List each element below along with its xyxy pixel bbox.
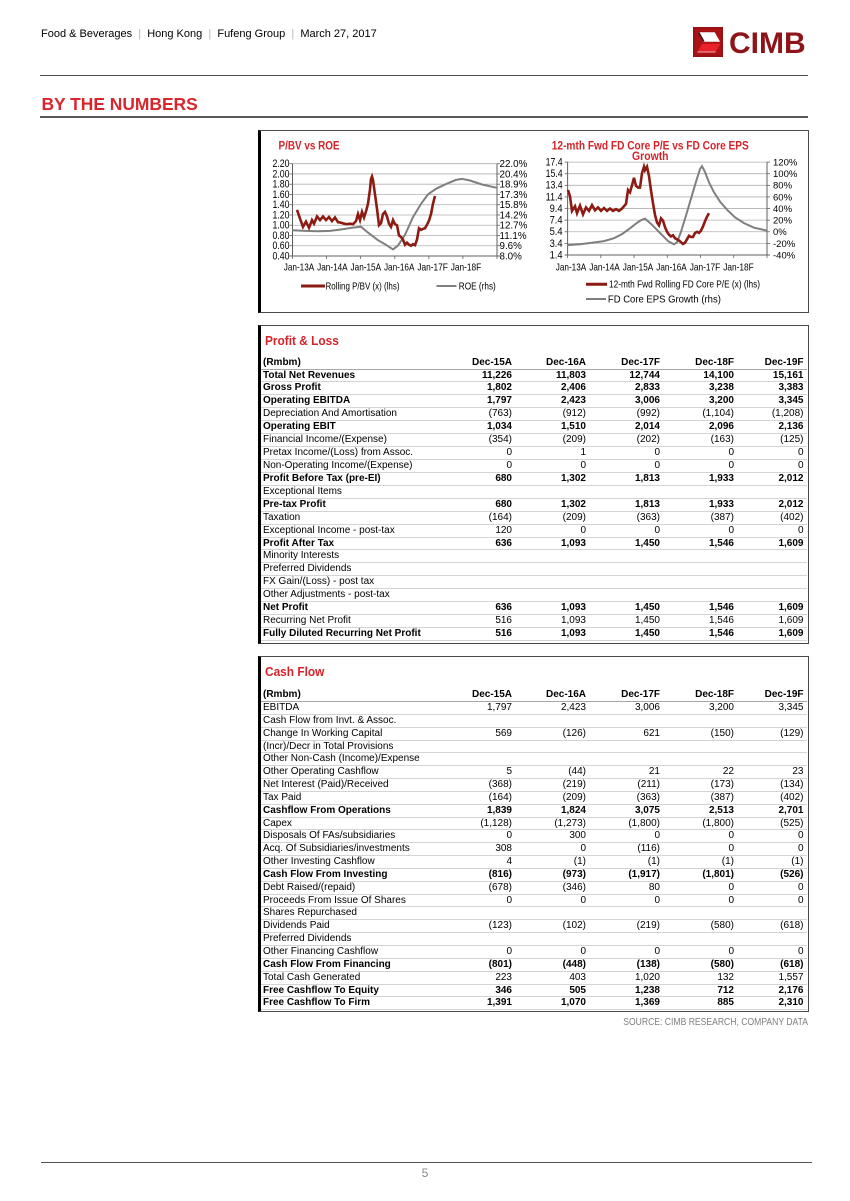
svg-text:12.7%: 12.7%	[500, 221, 528, 232]
svg-text:Jan-17F: Jan-17F	[690, 263, 721, 274]
svg-text:17.4: 17.4	[546, 157, 563, 169]
svg-text:14.2%: 14.2%	[500, 210, 528, 221]
svg-text:1.80: 1.80	[273, 179, 290, 191]
svg-text:Jan-14A: Jan-14A	[589, 263, 620, 274]
svg-text:Jan-14A: Jan-14A	[317, 263, 348, 274]
svg-text:15.8%: 15.8%	[500, 200, 528, 211]
svg-text:1.00: 1.00	[273, 220, 290, 232]
svg-text:Jan-17F: Jan-17F	[417, 263, 448, 274]
svg-text:0.60: 0.60	[273, 240, 290, 252]
svg-text:0%: 0%	[773, 227, 787, 238]
svg-text:Jan-16A: Jan-16A	[384, 263, 415, 274]
svg-text:-20%: -20%	[773, 239, 796, 250]
svg-text:11.1%: 11.1%	[500, 231, 527, 242]
svg-text:FD Core EPS Growth (rhs): FD Core EPS Growth (rhs)	[608, 294, 721, 305]
svg-text:P/BV vs ROE: P/BV vs ROE	[279, 138, 340, 152]
svg-text:7.4: 7.4	[550, 215, 563, 227]
svg-text:0.80: 0.80	[273, 230, 290, 242]
svg-text:9.6%: 9.6%	[500, 241, 523, 252]
svg-text:-40%: -40%	[773, 250, 796, 261]
svg-text:20%: 20%	[773, 216, 793, 227]
svg-text:ROE (rhs): ROE (rhs)	[459, 281, 496, 292]
svg-text:5.4: 5.4	[550, 226, 563, 238]
svg-text:Jan-13A: Jan-13A	[556, 263, 587, 274]
svg-text:1.40: 1.40	[273, 199, 290, 211]
svg-text:15.4: 15.4	[546, 168, 563, 180]
svg-text:Jan-15A: Jan-15A	[623, 263, 654, 274]
svg-text:Rolling P/BV (x) (lhs): Rolling P/BV (x) (lhs)	[326, 281, 400, 292]
svg-text:100%: 100%	[773, 169, 798, 180]
svg-text:13.4: 13.4	[546, 180, 563, 192]
svg-text:0.40: 0.40	[273, 250, 290, 262]
svg-text:2.00: 2.00	[273, 168, 290, 180]
svg-text:1.20: 1.20	[273, 209, 290, 221]
svg-text:11.4: 11.4	[546, 191, 563, 203]
svg-text:20.4%: 20.4%	[500, 169, 528, 180]
svg-text:2.20: 2.20	[273, 158, 290, 170]
svg-text:120%: 120%	[773, 158, 798, 169]
svg-text:1.4: 1.4	[550, 249, 563, 261]
svg-text:17.3%: 17.3%	[500, 190, 528, 201]
svg-text:1.60: 1.60	[273, 189, 290, 201]
svg-text:Jan-16A: Jan-16A	[656, 263, 687, 274]
svg-text:60%: 60%	[773, 192, 793, 203]
svg-text:8.0%: 8.0%	[500, 251, 523, 262]
svg-text:80%: 80%	[773, 181, 793, 192]
svg-text:CIMB: CIMB	[729, 27, 806, 57]
svg-text:9.4: 9.4	[550, 203, 563, 215]
svg-text:22.0%: 22.0%	[500, 159, 528, 170]
svg-text:40%: 40%	[773, 204, 793, 215]
svg-text:12-mth Fwd Rolling FD Core P/E: 12-mth Fwd Rolling FD Core P/E (x) (lhs)	[609, 280, 760, 291]
svg-text:Jan-18F: Jan-18F	[451, 263, 482, 274]
svg-text:3.4: 3.4	[550, 238, 563, 250]
svg-text:Jan-13A: Jan-13A	[284, 263, 315, 274]
svg-text:18.9%: 18.9%	[500, 180, 528, 191]
svg-text:12-mth Fwd FD Core P/E vs FD C: 12-mth Fwd FD Core P/E vs FD Core EPS	[552, 139, 749, 153]
svg-text:Jan-18F: Jan-18F	[723, 263, 754, 274]
svg-text:Jan-15A: Jan-15A	[351, 263, 382, 274]
svg-text:Growth: Growth	[632, 149, 669, 163]
